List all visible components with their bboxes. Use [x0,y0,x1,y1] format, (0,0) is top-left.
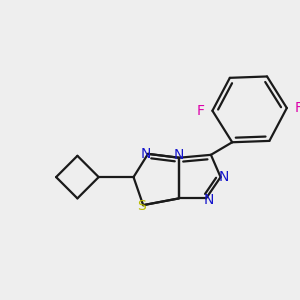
Text: N: N [218,170,229,184]
Text: N: N [141,147,151,161]
Text: S: S [137,199,146,213]
Text: N: N [204,193,214,207]
Text: F: F [294,100,300,115]
Text: F: F [197,104,205,118]
Text: N: N [174,148,184,162]
